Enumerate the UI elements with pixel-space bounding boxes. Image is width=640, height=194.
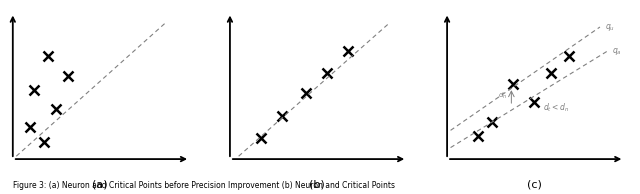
Text: $q_u$: $q_u$: [605, 22, 615, 33]
Text: $d_n$: $d_n$: [498, 91, 508, 101]
Text: $d_t < d_n$: $d_t < d_n$: [543, 101, 569, 114]
Text: (a): (a): [92, 179, 108, 189]
Text: $q_a$: $q_a$: [612, 46, 622, 57]
Text: Figure 3: (a) Neuron and Critical Points before Precision Improvement (b) Neuron: Figure 3: (a) Neuron and Critical Points…: [13, 181, 395, 190]
Text: (c): (c): [527, 179, 541, 189]
Text: (b): (b): [309, 179, 324, 189]
